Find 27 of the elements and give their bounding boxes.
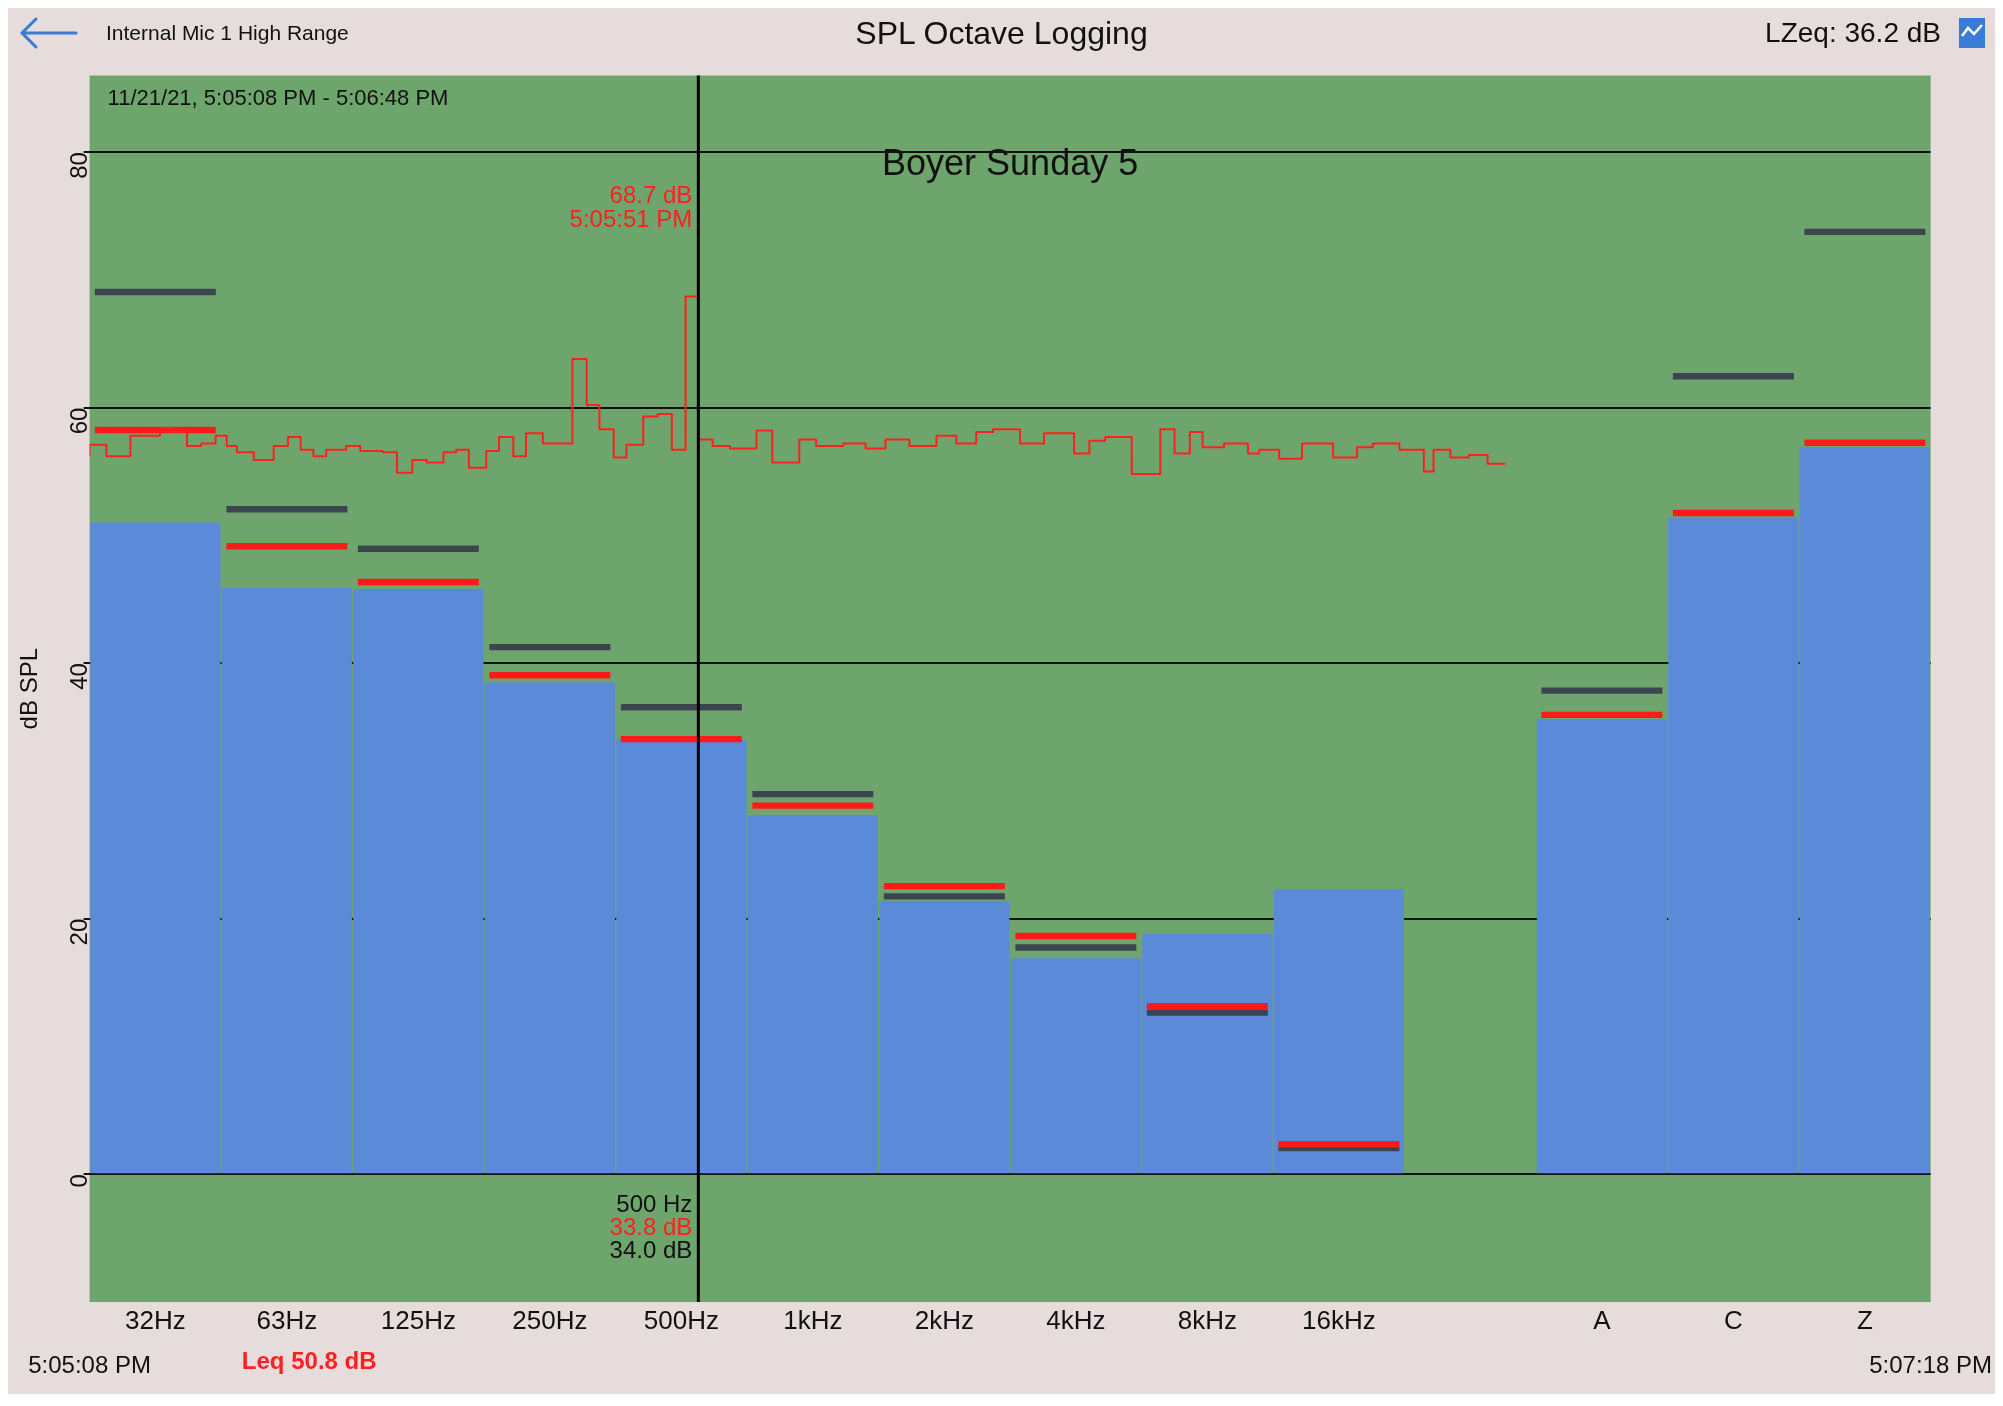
x-tick-label: 125Hz: [380, 1304, 456, 1335]
x-tick-label: 32Hz: [125, 1304, 186, 1335]
x-tick-label: 4kHz: [1046, 1304, 1106, 1335]
text: LZeq: 36.2 dB: [1765, 17, 1941, 49]
y-axis-title: dB SPL: [15, 648, 43, 730]
y-tick-label: 0: [65, 1174, 93, 1188]
chart-title: SPL Octave Logging: [855, 14, 1148, 51]
y-tick-label: 40: [65, 663, 93, 690]
x-tick-label: 63Hz: [256, 1304, 318, 1335]
x-tick-label: 16kHz: [1302, 1304, 1376, 1335]
x2-tick-label: 5:07:18 PM: [1869, 1351, 1992, 1379]
x-tick-label: 2kHz: [914, 1304, 974, 1335]
x-tick-label: 500Hz: [643, 1304, 719, 1335]
x-tick-label: 250Hz: [512, 1304, 588, 1335]
x-tick-label: Z: [1856, 1304, 1873, 1335]
x-tick-label: 8kHz: [1177, 1304, 1237, 1335]
annotation: 11/21/21, 5:05:08 PM - 5:06:48 PM: [107, 85, 449, 111]
y-tick-label: 20: [65, 918, 93, 946]
text: Leq 50.8 dB: [241, 1347, 377, 1375]
text: Internal Mic 1 High Range: [106, 21, 349, 45]
x2-tick-label: 5:05:08 PM: [28, 1351, 151, 1379]
y-tick-label: 60: [65, 407, 93, 435]
x-tick-label: A: [1593, 1304, 1612, 1335]
x-tick-label: C: [1723, 1304, 1743, 1335]
annotation: 68.7 dB 5:05:51 PM: [569, 181, 693, 233]
y-tick-label: 80: [65, 152, 93, 179]
x-tick-label: 1kHz: [783, 1304, 843, 1335]
